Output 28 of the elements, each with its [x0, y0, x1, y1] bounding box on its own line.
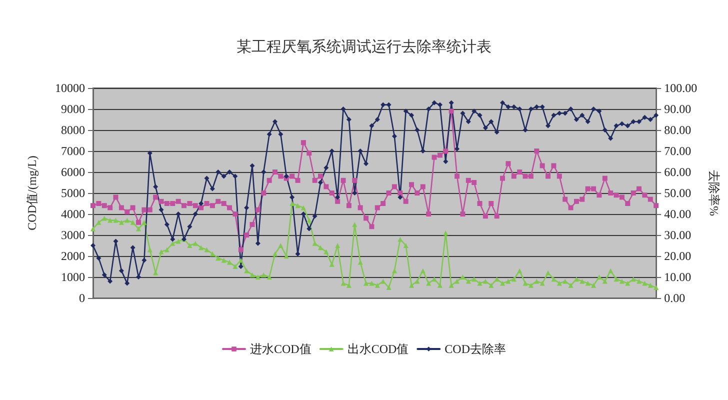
y2-tick-label: 50.00: [664, 186, 692, 200]
y2-tick-label: 70.00: [664, 144, 692, 158]
y-tick-label: 9000: [61, 102, 85, 116]
y2-tick-label: 60.00: [664, 165, 692, 179]
y-tick-label: 6000: [61, 165, 85, 179]
y-tick-label: 7000: [61, 144, 85, 158]
y-tick-label: 4000: [61, 207, 85, 221]
y2-tick-label: 30.00: [664, 228, 692, 242]
y2-tick-label: 100.00: [664, 81, 698, 95]
legend-label: 进水COD值: [250, 342, 312, 356]
y2-tick-label: 10.00: [664, 270, 692, 284]
legend-label: 出水COD值: [347, 342, 409, 356]
y-tick-label: 10000: [55, 81, 85, 95]
legend-label: COD去除率: [444, 342, 506, 356]
y2-axis-title: 去除率%: [707, 170, 721, 216]
y-tick-label: 1000: [61, 270, 85, 284]
y2-tick-label: 20.00: [664, 249, 692, 263]
chart-title: 某工程厌氧系统调试运行去除率统计表: [236, 38, 492, 56]
y-tick-label: 0: [79, 291, 85, 305]
y-tick-label: 8000: [61, 123, 85, 137]
y2-tick-label: 90.00: [664, 102, 692, 116]
y2-tick-label: 40.00: [664, 207, 692, 221]
y-tick-label: 2000: [61, 249, 85, 263]
y-tick-label: 3000: [61, 228, 85, 242]
y-axis-title: COD值/(mg/L): [25, 156, 39, 230]
y2-tick-label: 80.00: [664, 123, 692, 137]
y-tick-label: 5000: [61, 186, 85, 200]
y2-tick-label: 0.00: [664, 291, 686, 305]
